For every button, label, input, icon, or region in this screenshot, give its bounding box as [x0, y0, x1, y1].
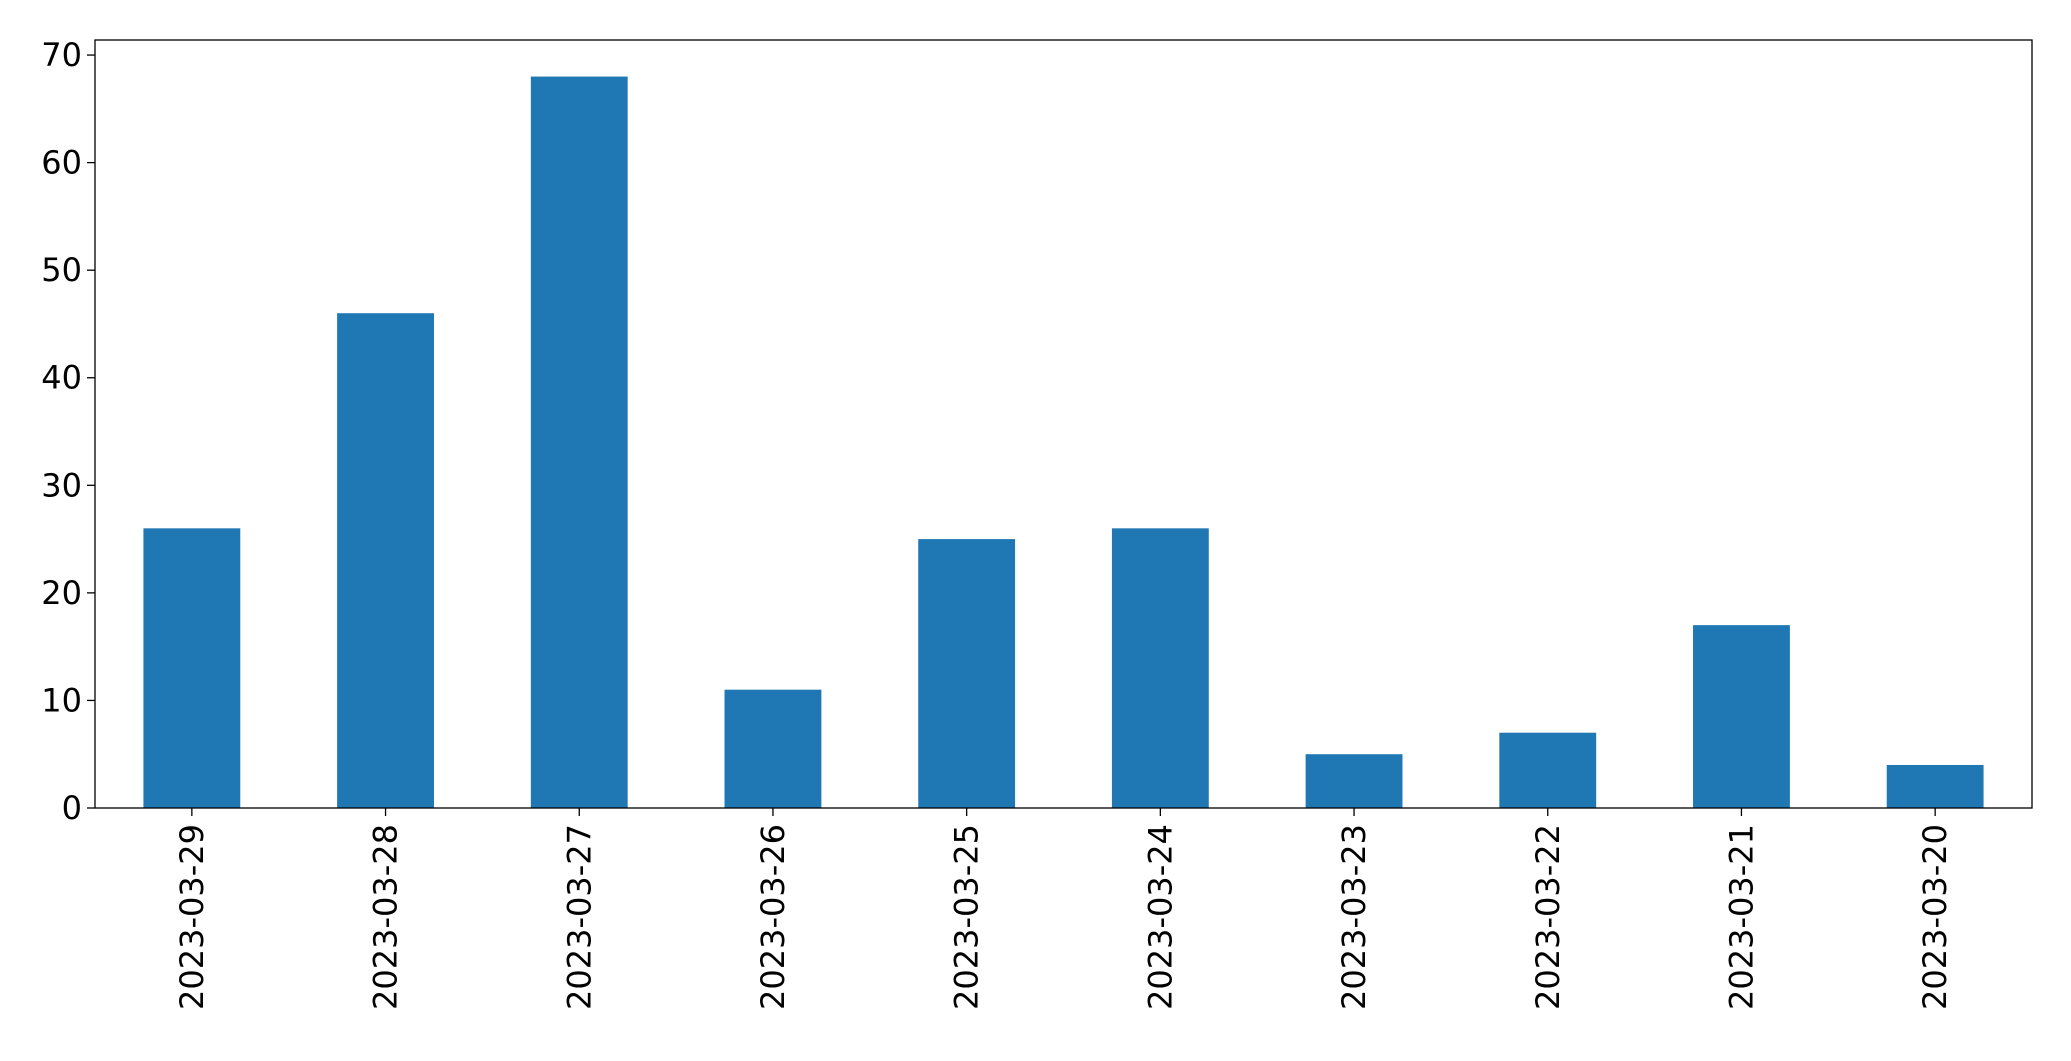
- bar: [1111, 528, 1209, 808]
- x-tick-label: 2023-03-24: [1141, 824, 1179, 1010]
- x-tick-label: 2023-03-26: [754, 824, 792, 1010]
- y-tick-label: 20: [41, 574, 82, 612]
- y-tick-label: 60: [41, 144, 82, 182]
- x-tick-label: 2023-03-22: [1529, 824, 1567, 1010]
- y-tick-label: 40: [41, 359, 82, 397]
- x-tick-label: 2023-03-29: [173, 824, 211, 1010]
- bar: [337, 313, 434, 808]
- bar: [1305, 754, 1403, 808]
- plot-frame: [94, 39, 2033, 809]
- x-tick-label: 2023-03-20: [1916, 824, 1954, 1010]
- bar: [530, 76, 628, 809]
- x-tick-label: 2023-03-23: [1335, 824, 1373, 1010]
- x-tick-label: 2023-03-27: [560, 824, 598, 1010]
- bar: [143, 528, 241, 808]
- x-tick-label: 2023-03-28: [367, 824, 405, 1010]
- y-tick-label: 10: [41, 681, 82, 719]
- x-tick-label: 2023-03-25: [948, 824, 986, 1010]
- bar: [1499, 732, 1597, 808]
- y-tick-label: 70: [41, 36, 82, 74]
- bar: [1886, 764, 1984, 808]
- y-tick-label: 0: [62, 789, 82, 827]
- bar: [918, 539, 1016, 808]
- bar: [1693, 625, 1790, 808]
- y-tick-label: 50: [41, 251, 82, 289]
- x-tick-label: 2023-03-21: [1722, 824, 1760, 1010]
- bar: [724, 689, 822, 808]
- y-tick-label: 30: [41, 466, 82, 504]
